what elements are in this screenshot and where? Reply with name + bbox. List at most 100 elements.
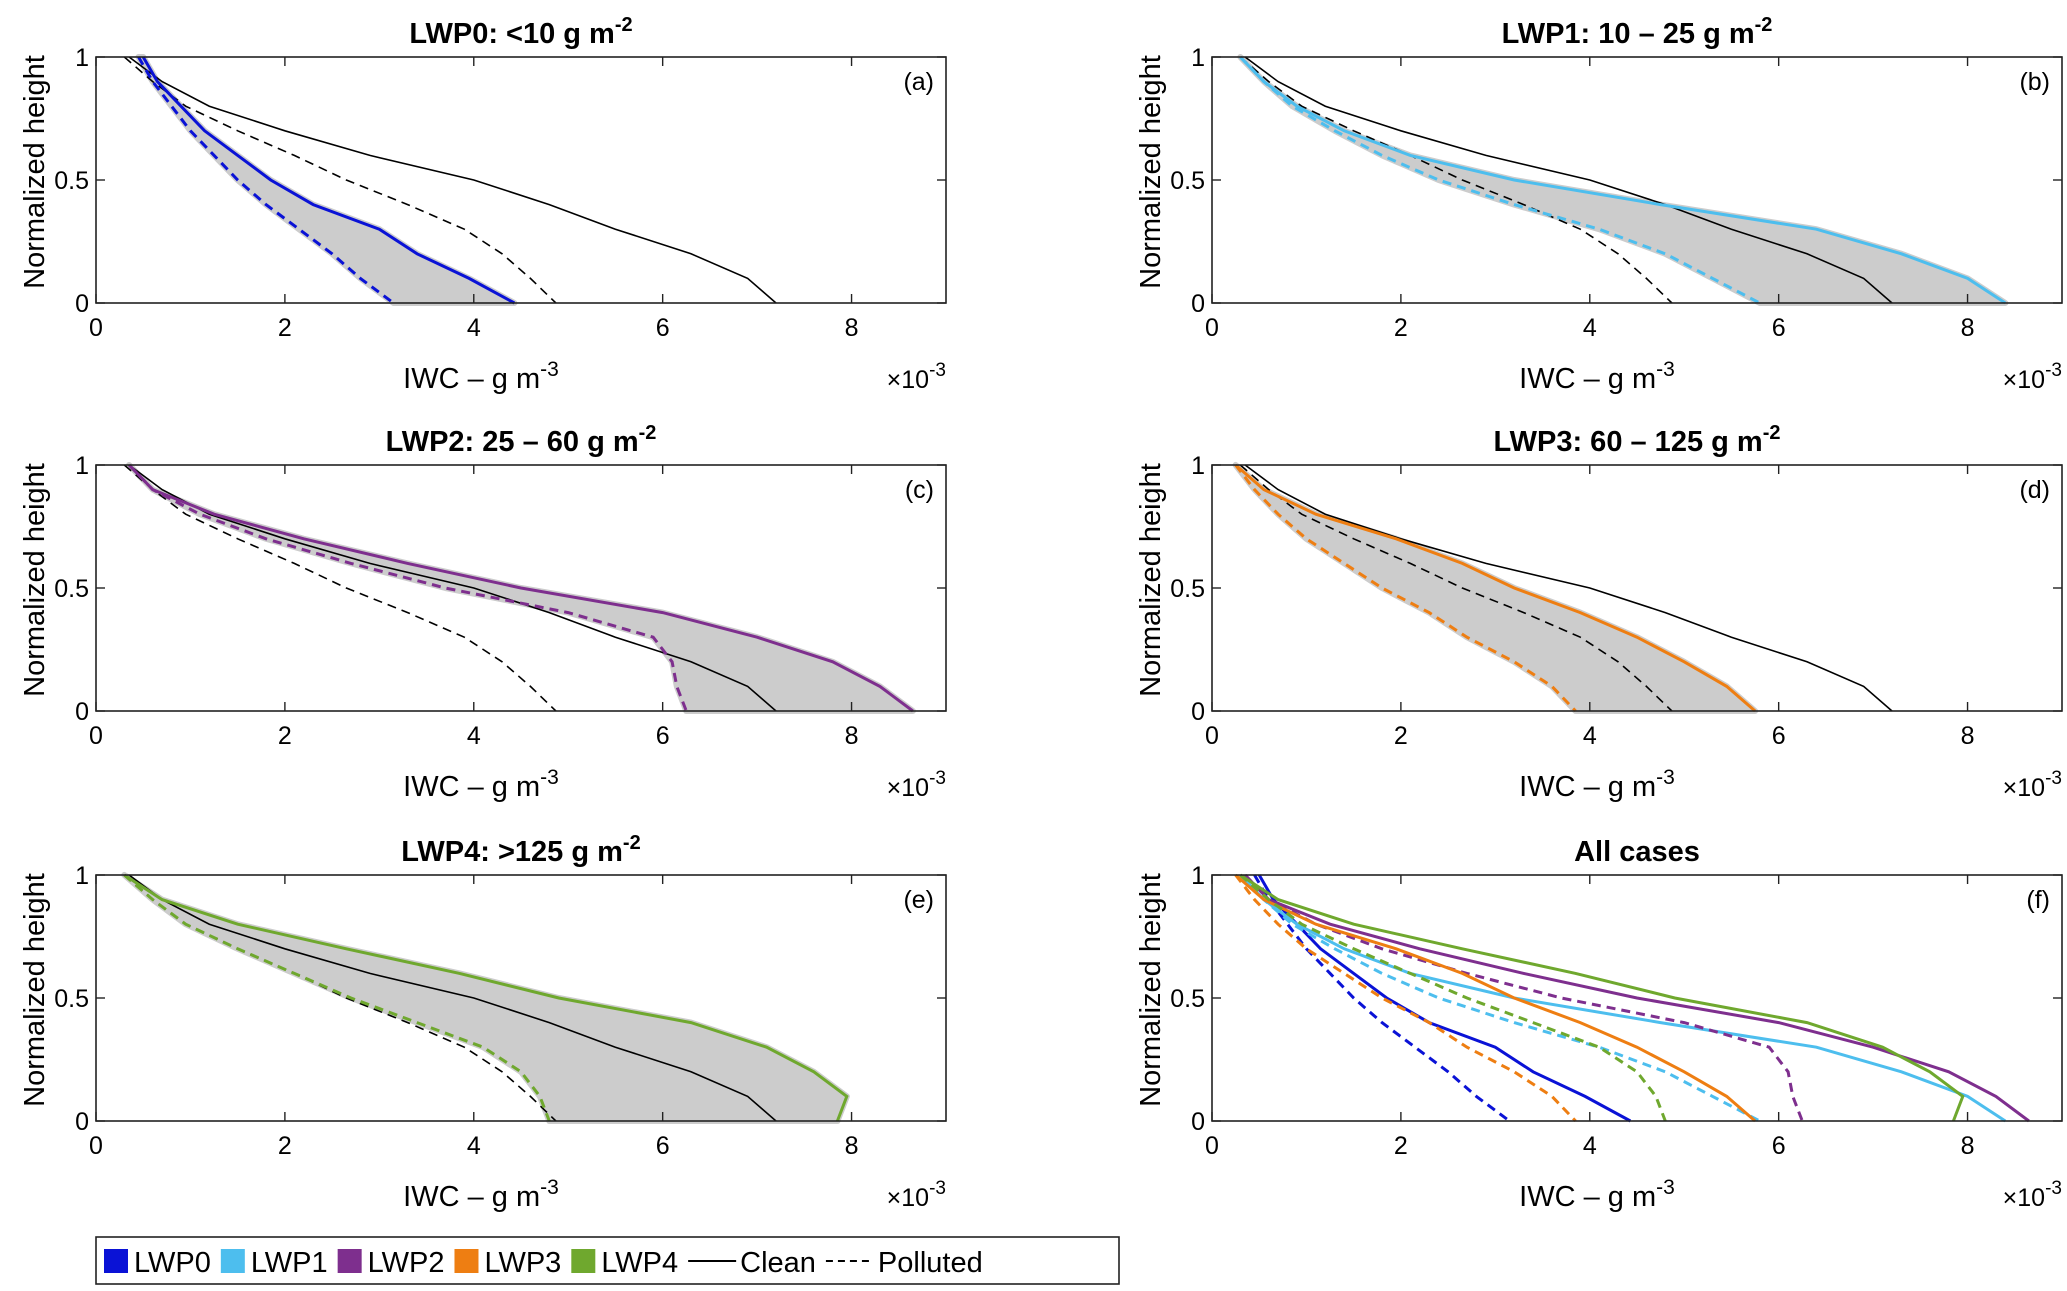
panel-d: 0 2 4 6 8 0 0.5 1 LWP3: 60 – 125 g m-2 (d) Normali… <box>1135 422 2063 803</box>
legend-item-lwp4: LWP4 <box>571 1247 678 1279</box>
line-lwp4-polluted <box>1239 873 1667 1122</box>
line-reference-polluted <box>123 56 557 304</box>
x-tick-label: 4 <box>1583 314 1597 342</box>
x-axis-label-text: IWC – g m <box>403 771 540 803</box>
x-tick-label: 6 <box>1772 1132 1786 1160</box>
line-lwp2-polluted <box>1244 873 1804 1122</box>
x-tick-label: 0 <box>89 314 103 342</box>
x-multiplier-text: ×10 <box>887 1184 929 1212</box>
panel-title-text: All cases <box>1574 836 1700 868</box>
x-axis-label-text: IWC – g m <box>1519 363 1656 395</box>
y-tick-label: 1 <box>75 452 89 480</box>
legend-swatch-lwp0 <box>104 1249 128 1273</box>
legend-swatch-lwp4 <box>571 1249 596 1273</box>
x-axis-label-superscript: -3 <box>540 766 559 789</box>
y-tick-label: 1 <box>1191 862 1205 890</box>
x-axis-label: IWC – g m-3 <box>403 1176 559 1213</box>
line-reference-clean <box>128 56 777 304</box>
y-tick-label: 1 <box>1191 452 1205 480</box>
panel-title-superscript: -2 <box>1755 14 1773 36</box>
legend-swatch-lwp3 <box>454 1249 479 1273</box>
y-tick-label: 0.5 <box>1170 985 1205 1013</box>
legend-item-lwp2: LWP2 <box>337 1247 445 1279</box>
panel-title-superscript: -2 <box>623 832 641 854</box>
panel-b: 0 2 4 6 8 0 0.5 1 LWP1: 10 – 25 g m-2 (b) Normaliz… <box>1135 14 2063 395</box>
x-tick-label: 0 <box>1205 722 1219 750</box>
y-tick-label: 0.5 <box>54 167 89 195</box>
x-tick-label: 6 <box>1772 722 1786 750</box>
x-axis-label: IWC – g m-3 <box>1519 358 1675 395</box>
x-tick-label: 0 <box>1205 1132 1219 1160</box>
panel-title: LWP0: <10 g m-2 <box>409 14 632 50</box>
x-multiplier-text: ×10 <box>2003 366 2045 394</box>
panel-title: All cases <box>1574 836 1700 868</box>
panel-title-superscript: -2 <box>615 14 633 36</box>
x-axis-label-superscript: -3 <box>540 358 559 381</box>
panel-title-text: LWP1: 10 – 25 g m <box>1502 18 1755 50</box>
legend-label: LWP1 <box>251 1247 328 1279</box>
legend-box <box>95 1236 1120 1285</box>
legend: LWP0 LWP1 LWP2 LWP3 LWP4 Clean Polluted <box>95 1236 1120 1285</box>
x-axis-label-superscript: -3 <box>1656 766 1675 789</box>
shaded-range-lwp4 <box>121 872 850 1124</box>
panel-title: LWP1: 10 – 25 g m-2 <box>1502 14 1773 50</box>
panel-label: (c) <box>905 476 934 504</box>
x-axis-label: IWC – g m-3 <box>1519 766 1675 803</box>
y-axis-label: Normalized height <box>19 873 51 1107</box>
x-tick-label: 4 <box>467 722 481 750</box>
line-reference-clean <box>128 874 777 1122</box>
x-tick-label: 8 <box>1961 314 1975 342</box>
x-tick-label: 2 <box>1394 722 1408 750</box>
x-multiplier: ×10-3 <box>2003 1178 2062 1212</box>
axes-box <box>95 56 947 304</box>
x-tick-label: 4 <box>1583 1132 1597 1160</box>
x-tick-label: 8 <box>845 722 859 750</box>
x-tick-label: 8 <box>1961 1132 1975 1160</box>
line-lwp3-clean <box>1234 873 1757 1123</box>
y-axis-label: Normalized height <box>1135 873 1167 1107</box>
legend-item-lwp1: LWP1 <box>220 1247 328 1279</box>
y-tick-label: 0 <box>75 290 89 318</box>
line-lwp2-polluted <box>128 463 688 712</box>
panel-title-text: LWP3: 60 – 125 g m <box>1494 426 1763 458</box>
panel-label: (a) <box>903 68 934 96</box>
panel-title-superscript: -2 <box>639 422 657 444</box>
line-lwp1-clean <box>1239 55 2007 305</box>
line-reference-polluted <box>1239 56 1673 304</box>
x-multiplier-text: ×10 <box>2003 1184 2045 1212</box>
x-multiplier: ×10-3 <box>887 1178 946 1212</box>
panel-a: 0 2 4 6 8 0 0.5 1 LWP0: <10 g m-2 (a) Normalized h… <box>19 14 947 395</box>
legend-item-lwp3: LWP3 <box>454 1247 561 1279</box>
x-tick-label: 2 <box>278 1132 292 1160</box>
line-lwp2-clean <box>1244 873 2030 1123</box>
shaded-range-lwp3 <box>1232 462 1759 714</box>
x-axis-label: IWC – g m-3 <box>403 358 559 395</box>
x-tick-label: 8 <box>845 1132 859 1160</box>
x-multiplier-superscript: -3 <box>929 360 946 381</box>
legend-label: LWP0 <box>134 1247 211 1279</box>
legend-item-clean: Clean <box>688 1247 816 1279</box>
x-axis-label-superscript: -3 <box>1656 1176 1675 1199</box>
panel-title-text: LWP0: <10 g m <box>409 18 614 50</box>
panel-c: 0 2 4 6 8 0 0.5 1 LWP2: 25 – 60 g m-2 (c) Normaliz… <box>19 422 947 803</box>
legend-label: Polluted <box>878 1247 983 1279</box>
panel-title: LWP3: 60 – 125 g m-2 <box>1494 422 1781 458</box>
x-axis-label-superscript: -3 <box>540 1176 559 1199</box>
panel-label: (f) <box>2026 886 2050 914</box>
y-tick-label: 0 <box>1191 698 1205 726</box>
legend-label: LWP4 <box>601 1247 678 1279</box>
x-multiplier-text: ×10 <box>2003 774 2045 802</box>
y-tick-label: 1 <box>75 862 89 890</box>
x-tick-label: 6 <box>656 1132 670 1160</box>
legend-label: LWP2 <box>368 1247 445 1279</box>
x-multiplier: ×10-3 <box>887 768 946 802</box>
x-multiplier-superscript: -3 <box>929 1178 946 1199</box>
x-tick-label: 0 <box>1205 314 1219 342</box>
panel-title-text: LWP4: >125 g m <box>401 836 623 868</box>
legend-item-lwp0: LWP0 <box>104 1247 211 1279</box>
line-lwp0-polluted <box>1253 874 1511 1123</box>
line-lwp3-polluted <box>1234 874 1577 1123</box>
x-tick-label: 6 <box>656 722 670 750</box>
line-lwp4-clean <box>1239 873 1965 1122</box>
